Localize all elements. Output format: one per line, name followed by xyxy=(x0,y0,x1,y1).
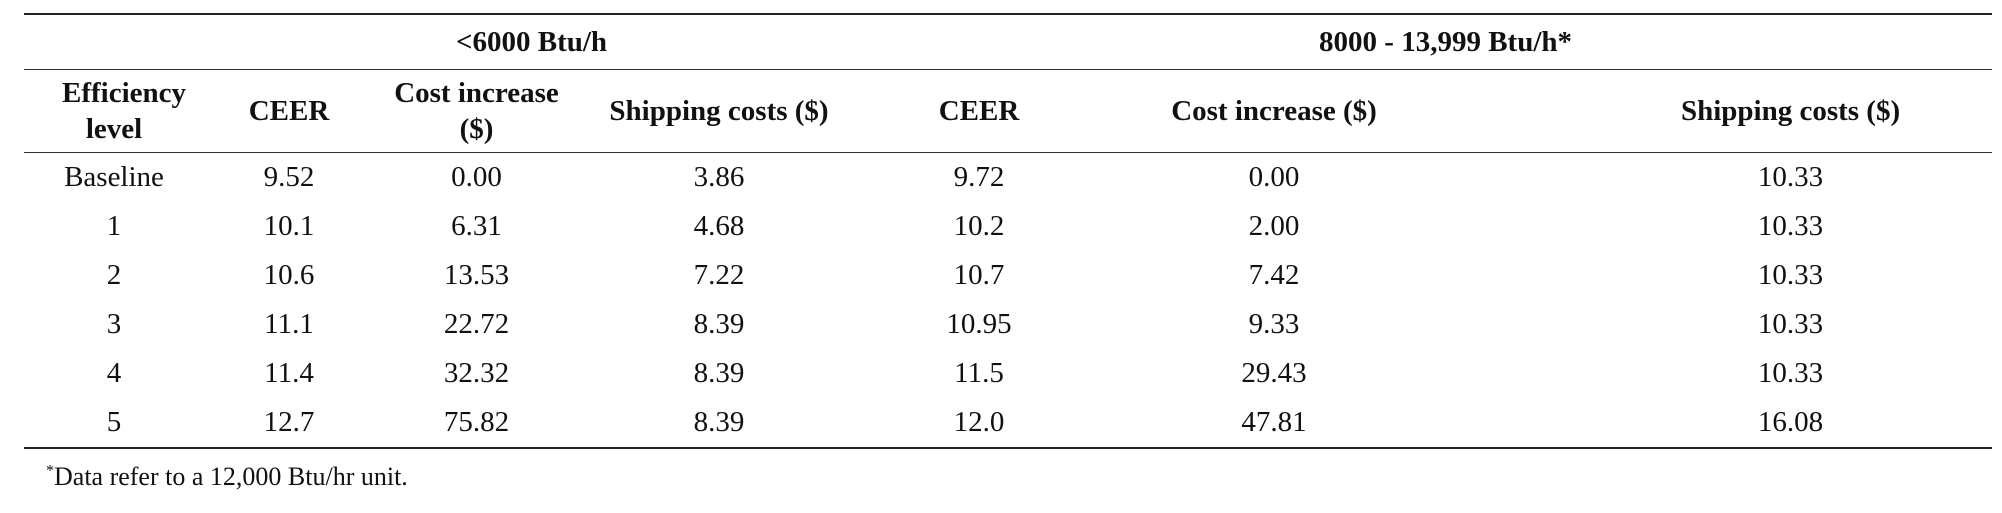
efficiency-cost-table: <6000 Btu/h 8000 - 13,999 Btu/h* Efficie… xyxy=(24,13,1993,449)
table-row: 4 11.4 32.32 8.39 11.5 29.43 10.33 xyxy=(24,349,1992,398)
table-cell: 10.33 xyxy=(1757,259,1824,291)
table-cell: 5 xyxy=(24,398,204,449)
table-row: 5 12.7 75.82 8.39 12.0 47.81 16.08 xyxy=(24,398,1993,449)
table-cell: 8.39 xyxy=(693,308,745,340)
table-cell: 29.43 xyxy=(1241,357,1307,389)
table-cell: 47.81 xyxy=(1099,398,1450,449)
table-cell: 11.5 xyxy=(954,357,1004,389)
table-row: Baseline 9.52 0.00 3.86 9.72 0.00 10.33 xyxy=(24,153,1992,203)
table-cell: 7.42 xyxy=(1248,259,1300,291)
table-cell: 32.32 xyxy=(443,357,510,389)
table-cell: 2.00 xyxy=(1248,210,1300,242)
table-cell: 10.33 xyxy=(1757,210,1824,242)
table-cell: 10.33 xyxy=(1757,161,1824,193)
table-cell: 8.39 xyxy=(693,357,745,389)
col-header-cost-increase: Cost increase ($) xyxy=(374,69,579,153)
table-row: 3 11.1 22.72 8.39 10.95 9.33 10.33 xyxy=(24,300,1992,349)
table-footnote: *Data refer to a 12,000 Btu/hr unit. xyxy=(46,462,408,492)
table-cell: 10.1 xyxy=(263,210,315,242)
table-cell: 12.7 xyxy=(204,398,374,449)
table-cell: 4.68 xyxy=(693,210,745,242)
col-header-ceer: CEER xyxy=(859,69,1100,153)
col-header-shipping-costs: Shipping costs ($) xyxy=(579,69,860,153)
group-header-mid-capacity: 8000 - 13,999 Btu/h* xyxy=(859,13,1993,70)
group-header-small-capacity: <6000 Btu/h xyxy=(204,13,860,70)
table-cell: 10.2 xyxy=(953,210,1005,242)
col-header-shipping-costs: Shipping costs ($) xyxy=(1449,69,1993,153)
table-cell: Baseline xyxy=(64,161,164,193)
table-cell: 9.33 xyxy=(1248,308,1300,340)
table-row: 2 10.6 13.53 7.22 10.7 7.42 10.33 xyxy=(24,251,1992,300)
column-header-row: Efficiency level CEER Cost increase ($) … xyxy=(24,69,1993,153)
table-cell: 13.53 xyxy=(443,259,510,291)
group-header-row: <6000 Btu/h 8000 - 13,999 Btu/h* xyxy=(24,13,1993,70)
footnote-marker: * xyxy=(46,462,54,480)
table-cell: 9.52 xyxy=(263,161,315,193)
table-cell: 10.33 xyxy=(1757,308,1824,340)
table-cell: 10.6 xyxy=(263,259,315,291)
col-header-ceer: CEER xyxy=(204,69,374,153)
table-cell: 0.00 xyxy=(451,161,502,193)
table-cell: 9.72 xyxy=(953,161,1005,193)
table-cell: 12.0 xyxy=(859,398,1100,449)
table-cell: 4 xyxy=(106,357,122,389)
table-cell: 11.4 xyxy=(264,357,314,389)
table-cell: 11.1 xyxy=(264,308,314,340)
table-cell: 2 xyxy=(106,259,122,291)
table-cell: 1 xyxy=(106,210,122,242)
table-cell: 22.72 xyxy=(443,308,510,340)
table-cell: 3 xyxy=(106,308,122,340)
table-cell: 6.31 xyxy=(451,210,502,242)
table-cell: 10.7 xyxy=(953,259,1005,291)
group-header-empty xyxy=(24,13,204,70)
col-header-cost-increase: Cost increase ($) xyxy=(1099,69,1450,153)
table-cell: 7.22 xyxy=(693,259,745,291)
table-cell: 8.39 xyxy=(579,398,860,449)
col-header-efficiency-level: Efficiency level xyxy=(24,69,204,153)
table-cell: 10.95 xyxy=(946,308,1012,340)
table-cell: 75.82 xyxy=(374,398,579,449)
footnote-text: Data refer to a 12,000 Btu/hr unit. xyxy=(54,462,408,491)
table-row: 1 10.1 6.31 4.68 10.2 2.00 10.33 xyxy=(24,202,1992,251)
table-cell: 10.33 xyxy=(1757,357,1824,389)
table-cell: 0.00 xyxy=(1248,161,1300,193)
table-cell: 16.08 xyxy=(1449,398,1993,449)
table-cell: 3.86 xyxy=(693,161,745,193)
